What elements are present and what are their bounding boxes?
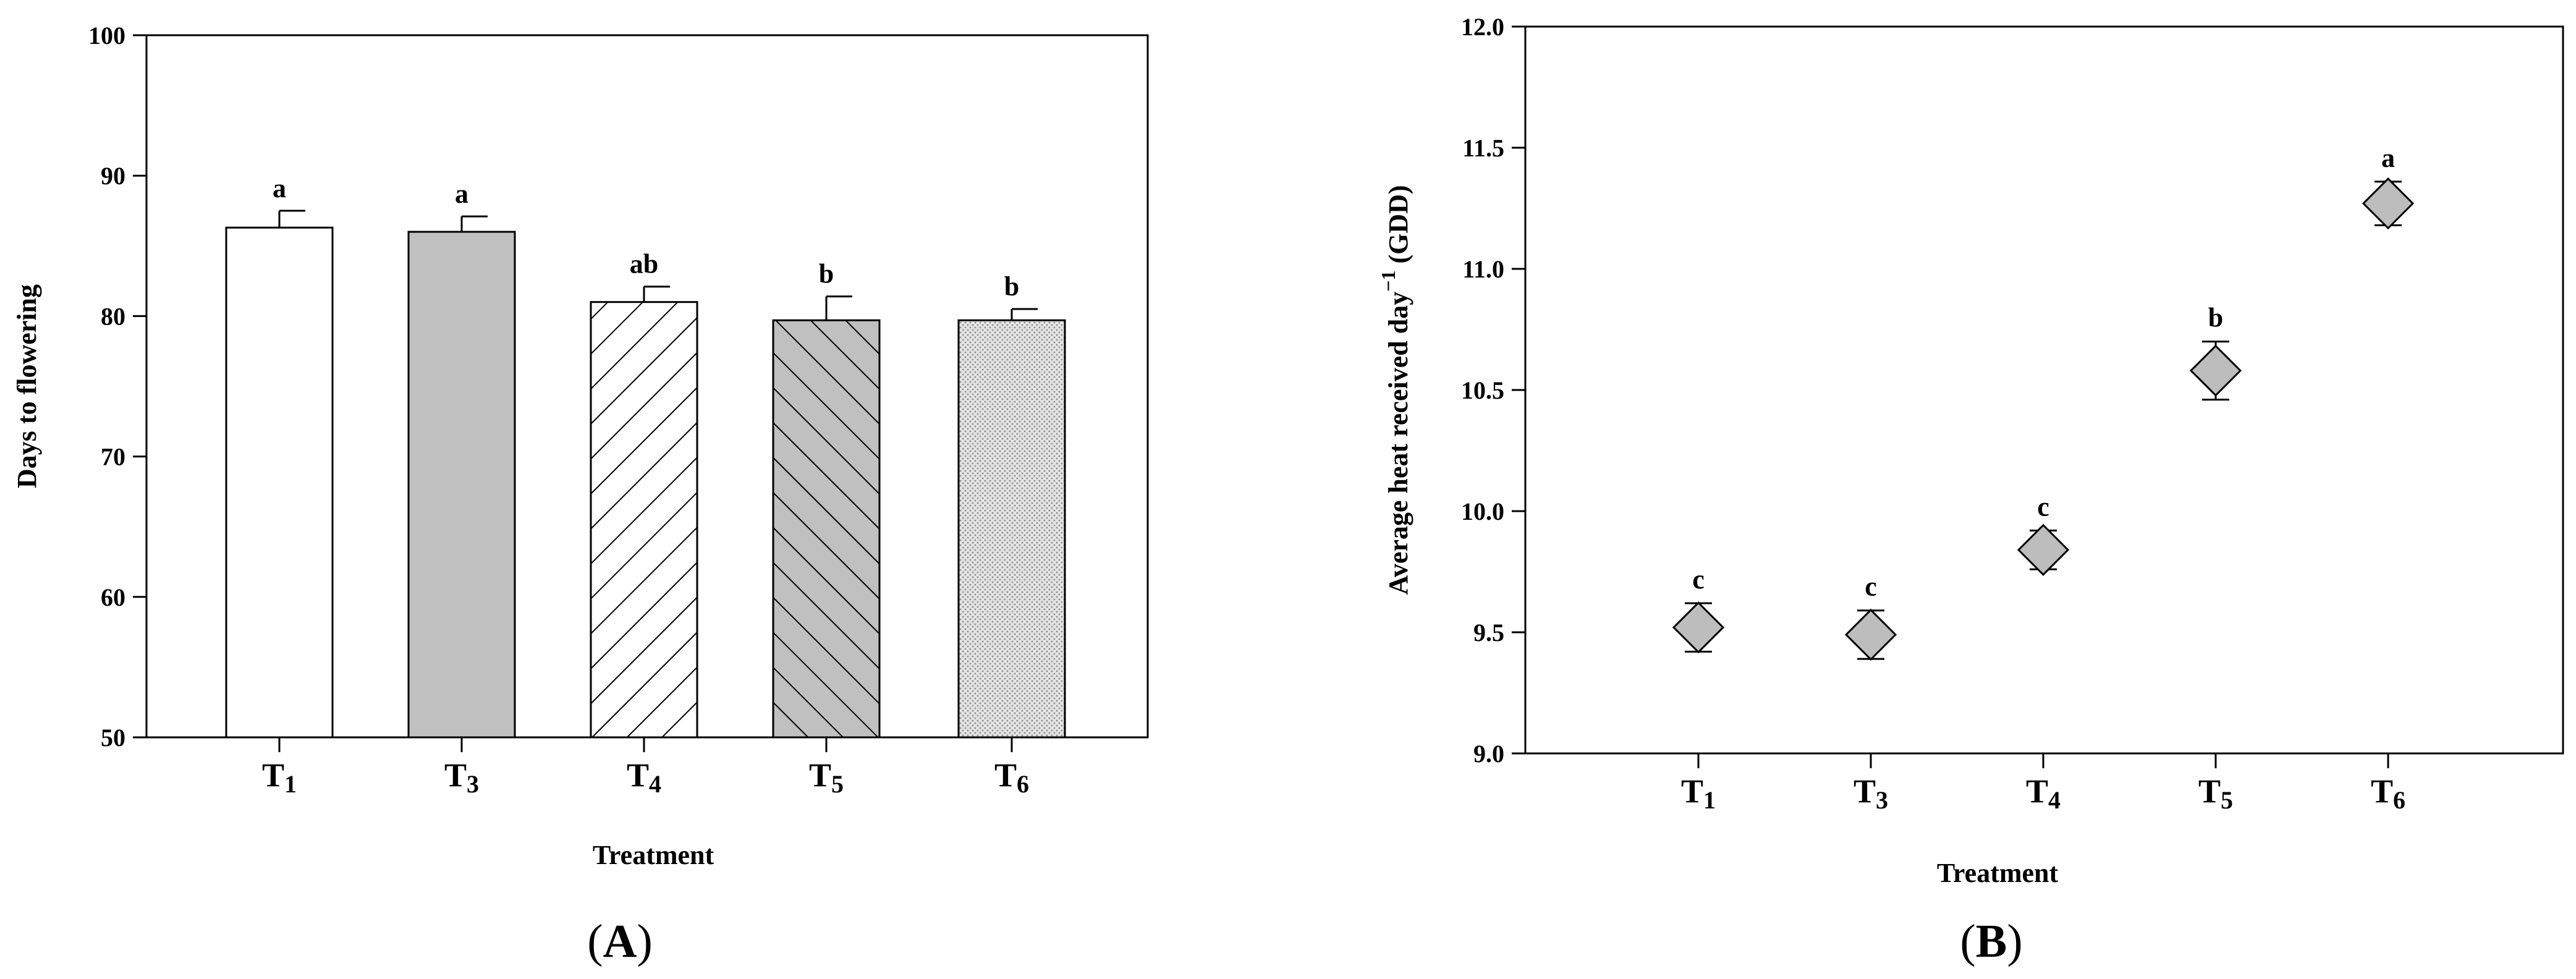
panel-b-x-axis: T1 T3 T4 T5 T6 [1681,753,2405,814]
significance-letter: b [1004,271,1019,302]
panel-b-y-axis-title-unit: (GDD) [1383,185,1413,270]
y-tick-label: 11.0 [1462,255,1504,283]
y-tick-label: 60 [101,583,125,611]
x-tick-label-sub: 5 [2221,786,2233,814]
diamond-point [1844,608,1897,661]
x-tick-label-sub: 6 [2393,786,2405,814]
y-tick-label: 100 [88,22,125,49]
panel-a-x-axis: T1 T3 T4 T5 T6 [262,737,1029,798]
y-tick-label: 50 [101,724,125,752]
significance-letter: b [2208,303,2223,333]
diamond-point [1672,601,1725,654]
diamond-point [2017,523,2070,576]
x-tick-label-sub: 6 [1017,770,1029,798]
diamond-point [2189,344,2242,397]
y-tick-label: 80 [101,302,125,330]
x-tick-label-sub: 1 [1703,786,1716,814]
x-tick-label-main: T [994,756,1017,794]
significance-letter: c [1692,564,1705,595]
x-tick-label: T6 [994,756,1029,798]
x-tick-label-sub: 3 [1876,786,1888,814]
panel-b-y-axis-title-sup: −1 [1377,271,1399,292]
panel-a-y-axis: 50 60 70 80 90 100 [88,22,146,752]
x-tick-label: T1 [262,756,297,798]
panel-a-x-axis-title: Treatment [593,840,714,870]
x-tick-label: T3 [1854,773,1888,814]
x-tick-label: T6 [2371,773,2405,814]
x-tick-label-main: T [627,756,649,794]
x-tick-label: T4 [627,756,661,798]
x-tick-label: T3 [444,756,479,798]
bar [957,319,1066,739]
x-tick-label-sub: 1 [284,770,297,798]
bar [772,319,881,739]
y-tick-label: 10.0 [1461,498,1504,525]
x-tick-label-sub: 4 [649,770,661,798]
panel-b-label-letter: B [1976,915,2007,967]
y-tick-label: 12.0 [1461,13,1504,41]
y-tick-label: 10.5 [1461,376,1504,404]
panel-b-points: c c c b a [1672,143,2415,661]
panel-b-y-axis-title: Average heat received day−1 (GDD) [1377,185,1413,595]
significance-letter: a [273,173,286,203]
panel-b-y-axis-title-main: Average heat received day [1383,292,1413,595]
x-tick-label-main: T [2198,773,2221,810]
significance-letter: ab [630,249,658,279]
x-tick-label: T1 [1681,773,1716,814]
x-tick-label-main: T [262,756,284,794]
x-tick-label-sub: 3 [467,770,479,798]
panel-a-label: (A) [587,915,653,967]
significance-letter: c [1865,572,1877,602]
panel-b-label: (B) [1960,915,2022,967]
significance-letter: b [819,259,834,289]
bar [590,301,698,739]
x-tick-label-main: T [2371,773,2393,810]
bar [407,231,516,739]
x-tick-label-main: T [1854,773,1876,810]
x-tick-label-sub: 5 [831,770,844,798]
y-tick-label: 70 [101,443,125,471]
panel-b-x-axis-title: Treatment [1937,858,2059,888]
x-tick-label: T5 [2198,773,2233,814]
y-tick-label: 9.0 [1473,740,1504,768]
x-tick-label-sub: 4 [2048,786,2061,814]
y-tick-label: 90 [101,162,125,190]
x-tick-label: T5 [809,756,844,798]
panel-a-y-axis-title: Days to flowering [12,284,42,488]
panel-b-plot-frame [1524,25,2564,755]
panel-a-label-letter: A [603,915,637,967]
x-tick-label-main: T [809,756,831,794]
x-tick-label-main: T [1681,773,1703,810]
x-tick-label-main: T [444,756,467,794]
y-tick-label: 11.5 [1462,134,1504,162]
bar [225,226,334,739]
y-tick-label: 9.5 [1473,619,1504,646]
significance-letter: a [2381,143,2395,173]
significance-letter: c [2037,491,2049,522]
significance-letter: a [455,179,468,209]
diamond-point [2362,177,2415,230]
x-tick-label: T4 [2026,773,2061,814]
panel-a-bars: a a ab b b [225,173,1066,739]
panel-b-y-axis: 9.0 9.5 10.0 10.5 11.0 11.5 12.0 [1461,13,1525,768]
x-tick-label-main: T [2026,773,2048,810]
